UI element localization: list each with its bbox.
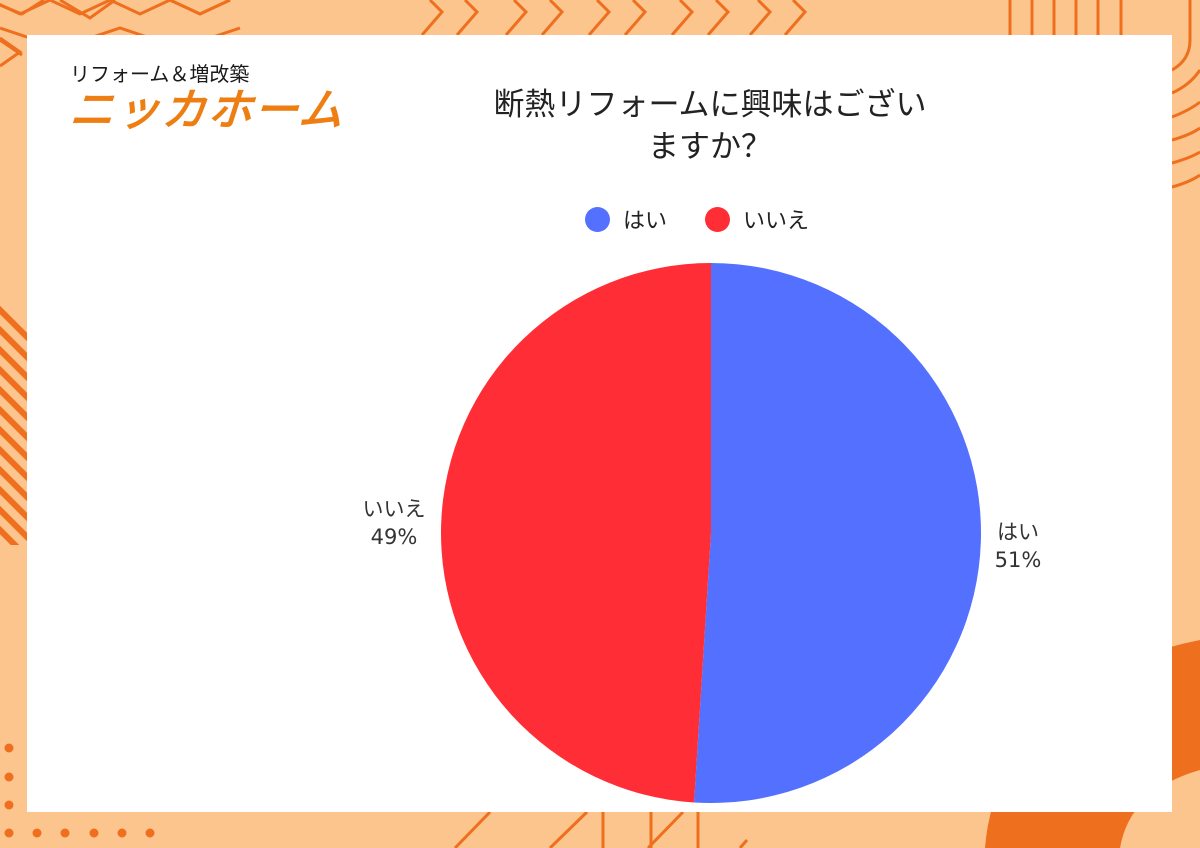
legend-item-no[interactable]: いいえ <box>705 203 809 235</box>
brand-subtitle: リフォーム＆増改築 <box>70 62 250 86</box>
legend-dot-icon <box>585 206 610 232</box>
slice-label-no: いいえ 49% <box>349 495 439 551</box>
slice-label-no-value: 49% <box>370 525 418 549</box>
brand-logo: リフォーム＆増改築 ニッカホーム <box>68 62 346 136</box>
legend-label-yes: はい <box>623 209 668 234</box>
chart-title-line-1: 断熱リフォームに興味はござい <box>493 87 927 123</box>
legend-dot-icon <box>705 206 731 232</box>
pie-slice-yes[interactable] <box>694 263 982 804</box>
pie-slice-no[interactable] <box>441 263 711 803</box>
slice-label-yes-value: 51% <box>994 548 1042 572</box>
slice-label-yes-name: はい <box>997 520 1039 544</box>
chart-legend: はい いいえ <box>585 203 847 235</box>
legend-label-no: いいえ <box>743 209 810 234</box>
slice-label-no-name: いいえ <box>362 497 426 521</box>
chart-title: 断熱リフォームに興味はござい ますか？ <box>420 84 1000 168</box>
slice-label-yes: はい 51% <box>988 518 1048 574</box>
chart-title-line-2: ますか？ <box>648 129 772 165</box>
legend-item-yes[interactable]: はい <box>585 203 667 235</box>
